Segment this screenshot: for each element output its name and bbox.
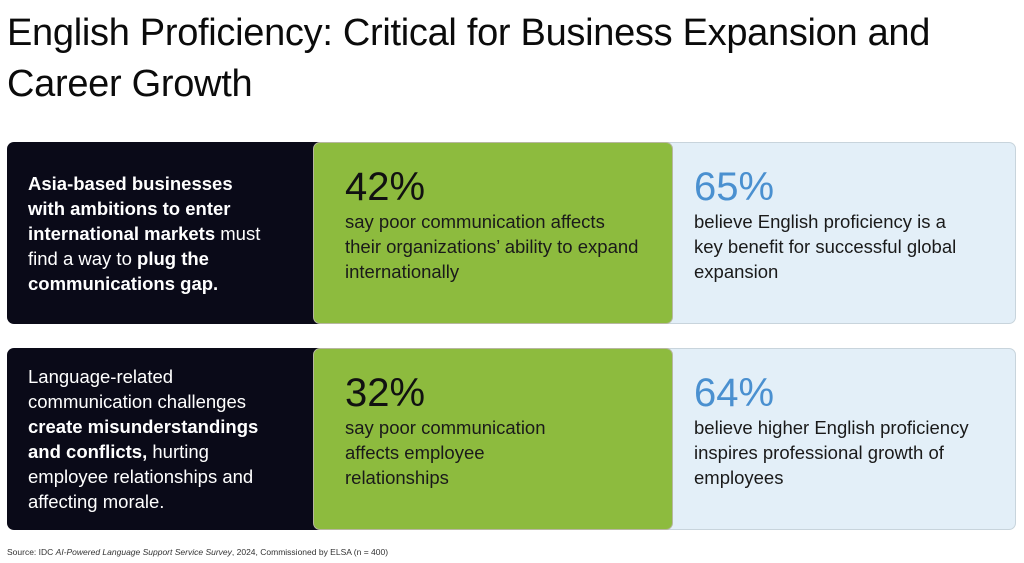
intro-card-2: Language-related communication challenge… bbox=[7, 348, 337, 530]
stat-description: believe English proficiency is a key ben… bbox=[694, 211, 957, 282]
stat-card-64: 64% believe higher English proficiency i… bbox=[657, 348, 1016, 530]
source-suffix: , 2024, Commissioned by ELSA (n = 400) bbox=[231, 547, 389, 557]
source-prefix: Source: IDC bbox=[7, 547, 56, 557]
stat-card-65: 65% believe English proficiency is a key… bbox=[657, 142, 1016, 324]
intro-segment: Language-related communication challenge… bbox=[28, 366, 247, 412]
source-survey-name: AI-Powered Language Support Service Surv… bbox=[55, 547, 232, 557]
stat-value: 65% bbox=[694, 165, 775, 209]
stat-value: 64% bbox=[694, 371, 775, 415]
stat-card-42: 42% say poor communication affects their… bbox=[313, 142, 673, 324]
stat-description: say poor communication affects employee … bbox=[345, 417, 546, 488]
stat-description: say poor communication affects their org… bbox=[345, 211, 639, 282]
intro-text-2: Language-related communication challenge… bbox=[28, 364, 283, 514]
stat-value: 32% bbox=[345, 371, 426, 415]
intro-segment: plug the communications gap. bbox=[28, 247, 219, 294]
intro-segment: Asia-based businesses with ambitions to … bbox=[28, 172, 233, 244]
intro-segment: create misunderstandings and conflicts, bbox=[28, 416, 259, 462]
stat-value: 42% bbox=[345, 165, 426, 209]
intro-text-1: Asia-based businesses with ambitions to … bbox=[28, 171, 263, 296]
stat-description: believe higher English proficiency inspi… bbox=[694, 417, 969, 488]
intro-segment: must find a way to bbox=[28, 222, 261, 269]
intro-segment: hurting employee relationships and affec… bbox=[28, 441, 254, 512]
stat-card-32: 32% say poor communication affects emplo… bbox=[313, 348, 673, 530]
source-note: Source: IDC AI-Powered Language Support … bbox=[7, 547, 388, 557]
page-title: English Proficiency: Critical for Busine… bbox=[7, 12, 931, 105]
intro-card-1: Asia-based businesses with ambitions to … bbox=[7, 142, 337, 324]
